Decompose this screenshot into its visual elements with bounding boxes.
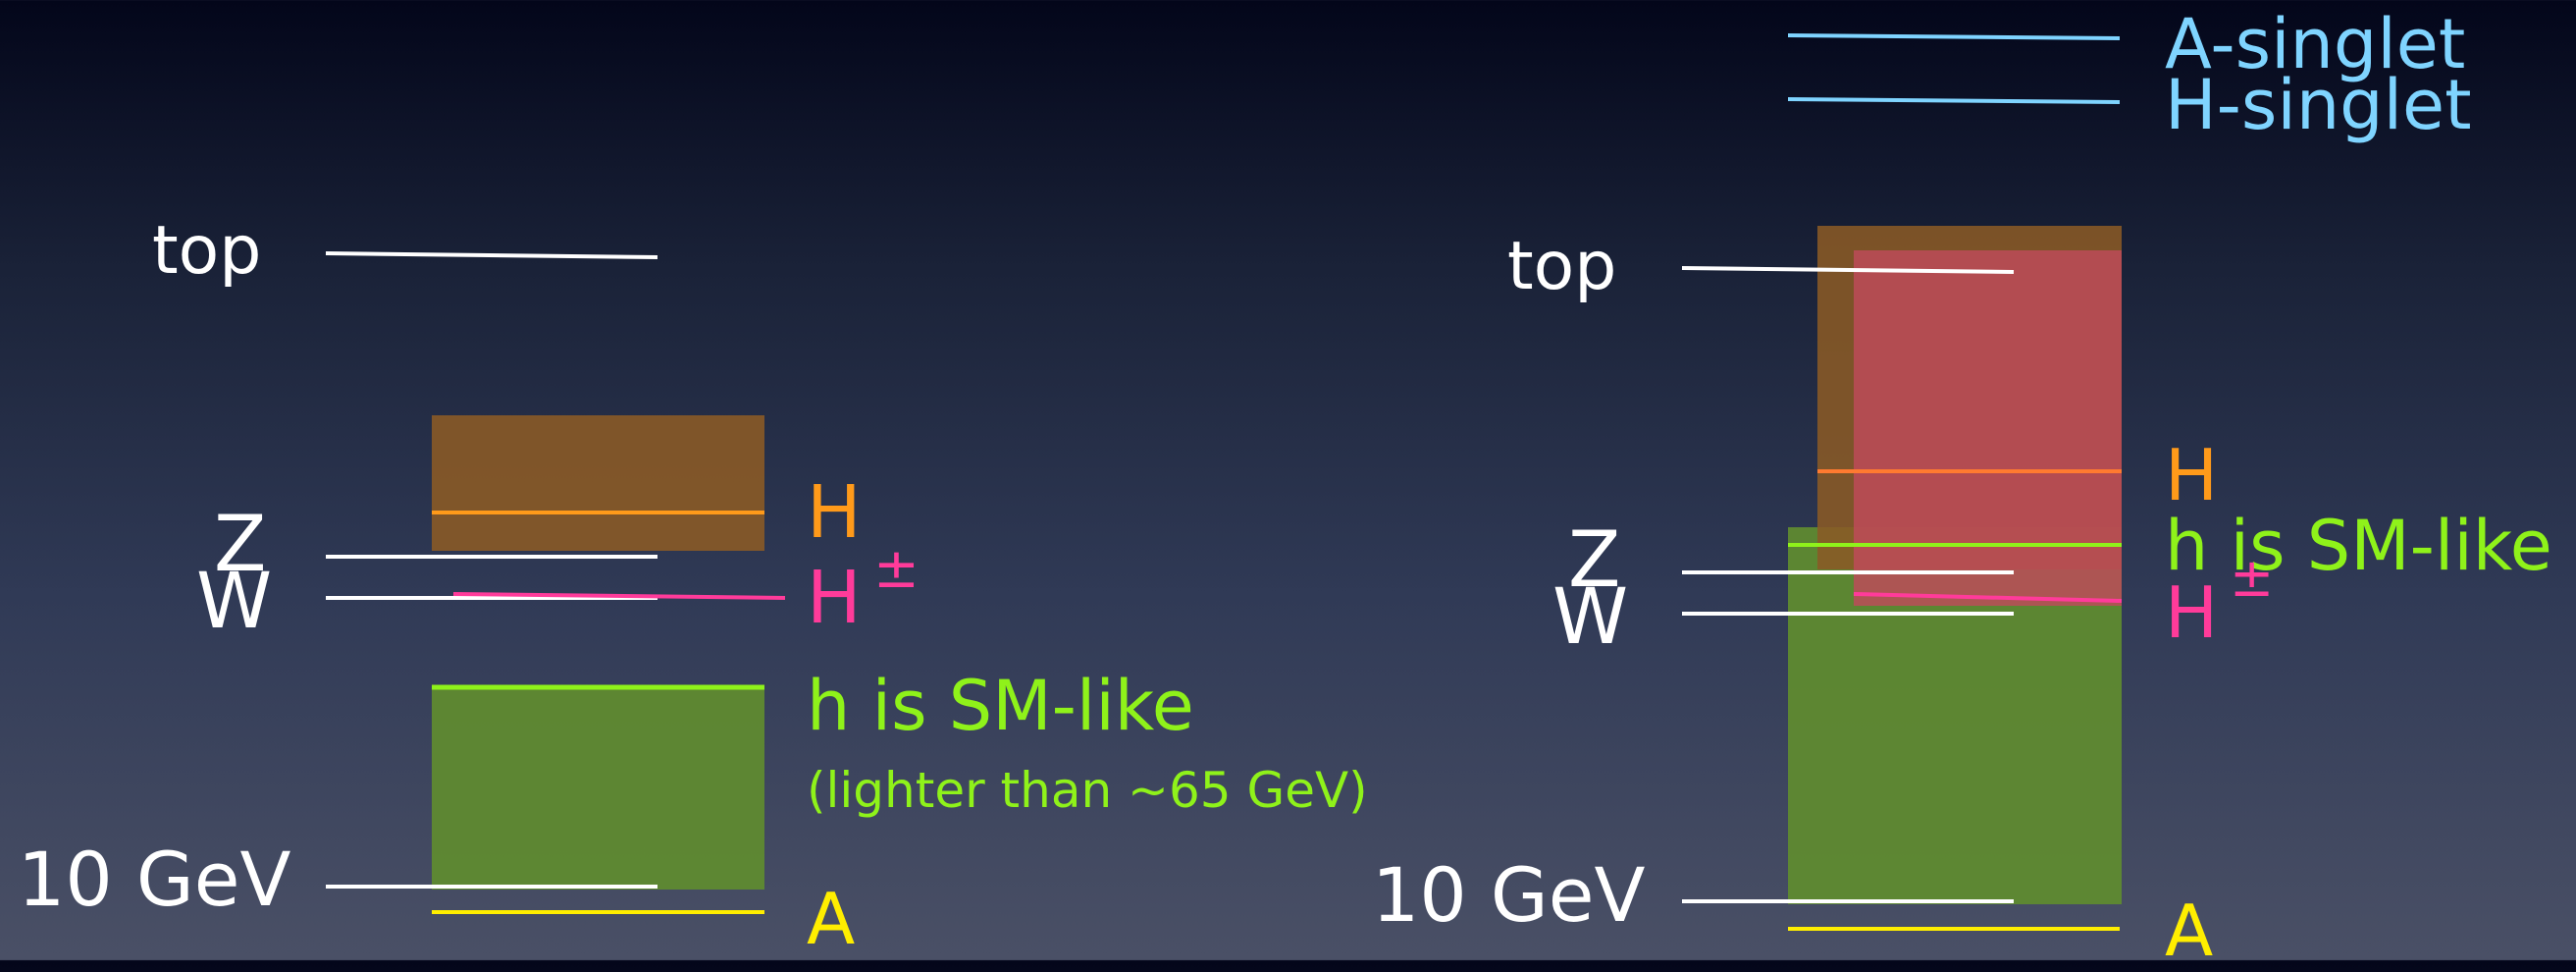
- right-charged-h-label: H: [2165, 571, 2219, 654]
- left-charged-h-line: [452, 592, 786, 600]
- right-a-singlet-label: A-singlet: [2165, 4, 2466, 84]
- left-z-label: Z: [214, 501, 267, 589]
- left-light-h-note: (lighter than ~65 GeV): [807, 762, 1368, 819]
- left-w-label: W: [196, 558, 273, 646]
- right-h-singlet-label: H-singlet: [2165, 65, 2472, 145]
- left-heavy-h-label: H: [807, 470, 862, 555]
- right-light-h-label: h is SM-like: [2165, 506, 2552, 586]
- right-10gev-label: 10 GeV: [1372, 851, 1646, 939]
- left-light-h-label: h is SM-like: [807, 666, 1194, 746]
- left-top-label: top: [152, 212, 262, 290]
- right-a-singlet-line: [1787, 33, 2121, 40]
- right-charged-h-band: [1854, 250, 2122, 606]
- left-10gev-label: 10 GeV: [18, 836, 291, 923]
- right-top-line: [1681, 266, 2015, 274]
- right-charged-h-sup: ±: [2230, 547, 2275, 609]
- right-charged-h-line: [1853, 592, 2123, 603]
- left-charged-h-sup: ±: [873, 537, 920, 601]
- right-pseudo-a-label: A: [2165, 890, 2214, 972]
- right-top-label: top: [1507, 228, 1617, 305]
- right-z-label: Z: [1568, 516, 1621, 605]
- right-w-label: W: [1552, 573, 1629, 662]
- left-top-line: [325, 251, 658, 259]
- right-heavy-h-label: H: [2165, 434, 2219, 516]
- left-light-h-band: [432, 687, 764, 890]
- left-charged-h-label: H: [807, 556, 862, 640]
- left-heavy-h-band: [432, 415, 764, 551]
- right-h-singlet-line: [1787, 97, 2121, 104]
- left-pseudo-a-label: A: [807, 878, 856, 960]
